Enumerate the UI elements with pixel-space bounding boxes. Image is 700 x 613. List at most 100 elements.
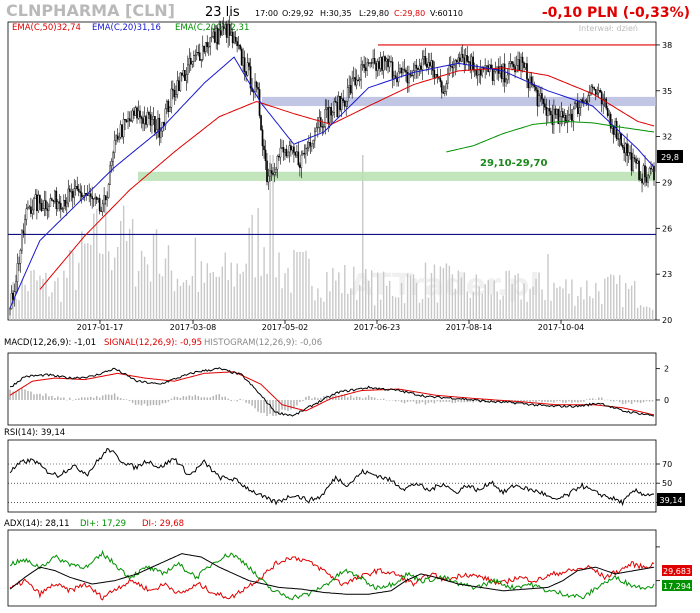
candle-body — [83, 193, 86, 196]
candle-body — [485, 65, 488, 67]
histogram-bar — [290, 399, 292, 410]
candle-body — [131, 110, 134, 122]
volume-bar — [487, 280, 489, 320]
candle-body — [209, 37, 212, 47]
candle-body — [146, 111, 149, 125]
volume-bar — [616, 283, 618, 320]
candle-body — [590, 86, 593, 93]
histogram-bar — [197, 396, 200, 400]
candle-body — [351, 78, 353, 94]
volume-bar — [460, 277, 463, 320]
candle-body — [243, 57, 246, 72]
candle-body — [363, 64, 365, 68]
volume-bar — [592, 298, 594, 320]
volume-bar — [350, 288, 352, 320]
histogram-bar — [344, 394, 346, 400]
candle-body — [447, 73, 449, 84]
volume-bar — [359, 284, 361, 320]
volume-bar — [302, 251, 304, 320]
candle-body — [445, 83, 448, 92]
candle-body — [463, 57, 466, 65]
histogram-bar — [341, 394, 343, 400]
candle-body — [184, 69, 186, 81]
candle-body — [563, 115, 566, 118]
candle-body — [587, 95, 590, 104]
volume-bar — [391, 295, 394, 320]
histogram-bar — [33, 394, 35, 400]
candle-body — [411, 74, 413, 77]
candle-body — [107, 184, 110, 198]
histogram-bar — [598, 397, 600, 400]
histogram-bar — [125, 399, 128, 400]
candle-body — [372, 57, 374, 64]
histogram-bar — [394, 399, 397, 402]
candle-body — [104, 195, 107, 201]
candle-body — [86, 194, 89, 196]
volume-bar — [290, 292, 292, 320]
volume-bar — [323, 301, 325, 320]
rsi-tick-label: 70 — [662, 460, 672, 469]
candle-body — [542, 98, 545, 104]
candle-body — [216, 27, 219, 45]
histogram-bar — [45, 393, 47, 400]
candle-body — [461, 54, 464, 58]
histogram-bar — [272, 399, 274, 416]
candle-body — [557, 109, 560, 125]
volume-bar — [87, 243, 89, 320]
histogram-bar — [54, 398, 56, 400]
candle-body — [322, 126, 325, 128]
volume-bar — [356, 299, 358, 320]
candle-body — [585, 100, 588, 104]
rsi-tag-text: 39,14 — [660, 496, 683, 505]
candle-body — [48, 206, 50, 211]
volume-bar — [636, 307, 639, 320]
candle-body — [476, 74, 479, 76]
histogram-bar — [299, 399, 301, 403]
volume-bar — [445, 263, 448, 320]
histogram-bar — [143, 399, 146, 404]
candle-body — [458, 57, 461, 62]
candle-body — [240, 48, 243, 66]
candle-body — [76, 186, 79, 190]
volume-bar — [415, 282, 418, 320]
volume-bar — [610, 274, 612, 320]
candle-body — [119, 124, 122, 138]
time-label: 17:00 — [255, 9, 278, 18]
histogram-bar — [595, 399, 597, 400]
histogram-bar — [391, 399, 394, 401]
volume-bar — [332, 267, 334, 320]
candle-body — [430, 60, 433, 67]
candle-body — [584, 100, 587, 103]
candle-body — [409, 74, 412, 76]
di-plus-label: DI+: 17,29 — [80, 519, 126, 529]
volume-bar — [400, 282, 403, 320]
volume-bar — [251, 214, 253, 320]
candle-body — [578, 107, 581, 114]
histogram-bar — [556, 399, 558, 402]
candle-body — [545, 107, 548, 116]
histogram-bar — [167, 399, 170, 402]
histogram-bar — [603, 399, 606, 401]
candle-body — [597, 90, 600, 94]
histogram-bar — [589, 398, 591, 400]
candle-body — [242, 57, 244, 66]
candle-body — [158, 117, 161, 138]
candle-body — [237, 44, 240, 47]
date-tick-label: 2017-01-17 — [77, 323, 124, 332]
histogram-bar — [15, 391, 17, 400]
candle-body — [602, 99, 604, 105]
volume-bar — [69, 249, 71, 320]
macd-tick-label: 2 — [664, 365, 669, 374]
histogram-bar — [493, 399, 495, 403]
histogram-bar — [101, 395, 104, 400]
histogram-bar — [69, 397, 71, 400]
candle-body — [101, 203, 104, 212]
candle-body — [408, 74, 410, 84]
volume-bar — [403, 303, 406, 320]
histogram-bar — [200, 397, 203, 400]
candle-body — [294, 152, 297, 156]
histogram-bar — [206, 397, 209, 400]
volume-bar — [96, 209, 98, 320]
volume-bar — [457, 270, 460, 320]
candle-body — [645, 176, 648, 183]
